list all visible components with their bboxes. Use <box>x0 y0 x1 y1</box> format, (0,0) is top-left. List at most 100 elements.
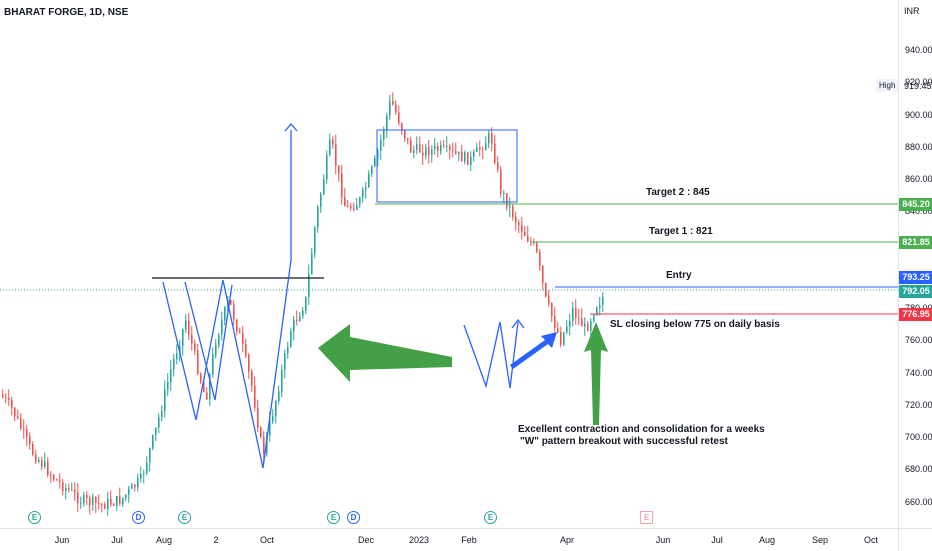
price-chart[interactable] <box>0 0 898 528</box>
candle-body <box>449 146 451 150</box>
candle-body <box>350 206 352 209</box>
candle-body <box>410 139 412 153</box>
candle-body <box>170 369 172 382</box>
candle-body <box>353 208 355 211</box>
candle-body <box>419 144 421 153</box>
dividend-event-icon[interactable]: D <box>347 511 360 524</box>
candle-body <box>44 461 46 467</box>
candle-body <box>329 139 331 156</box>
candle-body <box>158 417 160 428</box>
candle-body <box>527 235 529 242</box>
entry-price-label: 793.25 <box>899 271 932 284</box>
earnings-event-icon[interactable]: E <box>484 511 497 524</box>
candle-body <box>71 489 73 491</box>
candle-body <box>146 462 148 473</box>
candle-body <box>122 497 124 505</box>
candle-body <box>263 437 265 454</box>
currency-label: INR <box>904 6 920 16</box>
candle-body <box>131 484 133 489</box>
time-tick-label: Jun <box>54 535 70 545</box>
candle-body <box>368 173 370 188</box>
candle-body <box>206 392 208 400</box>
candle-body <box>443 145 445 147</box>
earnings-event-icon[interactable]: E <box>178 511 191 524</box>
candle-body <box>341 173 343 198</box>
candle-body <box>509 205 511 208</box>
candle-body <box>221 320 223 335</box>
candle-body <box>65 487 67 492</box>
candle-body <box>563 332 565 345</box>
candle-body <box>437 146 439 152</box>
candle-body <box>293 319 295 332</box>
candle-body <box>383 130 385 140</box>
candle-body <box>2 395 4 398</box>
candle-body <box>56 479 58 481</box>
time-tick-label: 2 <box>213 535 219 545</box>
candle-body <box>251 371 253 386</box>
candle-body <box>8 398 10 400</box>
time-tick-label: Oct <box>863 535 879 545</box>
w-letter-arrow-head <box>511 318 525 329</box>
candle-body <box>47 461 49 476</box>
candle-body <box>320 194 322 208</box>
candle-body <box>386 115 388 131</box>
price-axis[interactable]: 940.00920.00900.00880.00860.00840.00820.… <box>898 0 932 528</box>
candle-body <box>125 494 127 498</box>
candle-body <box>212 354 214 375</box>
candle-body <box>440 145 442 152</box>
candle-body <box>413 149 415 153</box>
candle-body <box>80 502 82 504</box>
candle-body <box>548 296 550 304</box>
candle-body <box>89 498 91 506</box>
candle-body <box>302 310 304 317</box>
candle-body <box>473 151 475 157</box>
candle-body <box>248 355 250 372</box>
candle-body <box>107 499 109 509</box>
dividend-event-icon[interactable]: D <box>132 511 145 524</box>
candle-body <box>398 112 400 124</box>
candle-body <box>140 474 142 479</box>
candle-body <box>164 389 166 411</box>
candle-body <box>554 316 556 329</box>
candle-body <box>305 296 307 311</box>
candle-body <box>485 143 487 151</box>
candle-body <box>593 315 595 321</box>
blue-arrow <box>510 332 557 369</box>
high-badge: High <box>876 79 899 92</box>
candle-body <box>191 335 193 344</box>
candle-body <box>344 197 346 207</box>
consolidation-box <box>376 129 518 203</box>
candle-body <box>572 308 574 321</box>
candle-body <box>512 205 514 218</box>
candle-body <box>236 319 238 332</box>
candle-body <box>416 144 418 150</box>
candle-body <box>404 130 406 139</box>
time-tick-label: Jul <box>711 535 723 545</box>
candle-body <box>347 206 349 208</box>
price-tick-label: 740.00 <box>905 368 932 378</box>
candle-body <box>602 297 604 306</box>
candle-body <box>260 427 262 438</box>
candle-body <box>467 152 469 165</box>
candle-body <box>77 492 79 504</box>
candle-body <box>542 266 544 284</box>
candle-body <box>521 225 523 233</box>
candle-body <box>470 156 472 165</box>
earnings-event-icon[interactable]: E <box>327 511 340 524</box>
symbol-title[interactable]: BHARAT FORGE, 1D, NSE <box>4 7 129 18</box>
target2-price-label: 845.20 <box>899 198 932 211</box>
chart-area[interactable]: BHARAT FORGE, 1D, NSE Target 2 : 845 Tar… <box>0 0 898 528</box>
upcoming-earnings-event-icon[interactable]: E <box>640 511 653 524</box>
earnings-event-icon[interactable]: E <box>28 511 41 524</box>
candle-body <box>269 421 271 436</box>
stop-loss-text: SL closing below 775 on daily basis <box>610 319 780 330</box>
time-axis[interactable]: Jun Jul Aug 2 Oct Dec 2023 Feb Apr Jun Jul Aug Sep Oc… <box>0 528 898 551</box>
candle-body <box>446 146 448 148</box>
candle-body <box>92 497 94 506</box>
candle-body <box>239 331 241 334</box>
price-tick-label: 700.00 <box>905 432 932 442</box>
candle-body <box>200 373 202 383</box>
candle-body <box>434 146 436 149</box>
candle-body <box>524 232 526 236</box>
note-line-2: "W" pattern breakout with successful ret… <box>520 436 728 447</box>
